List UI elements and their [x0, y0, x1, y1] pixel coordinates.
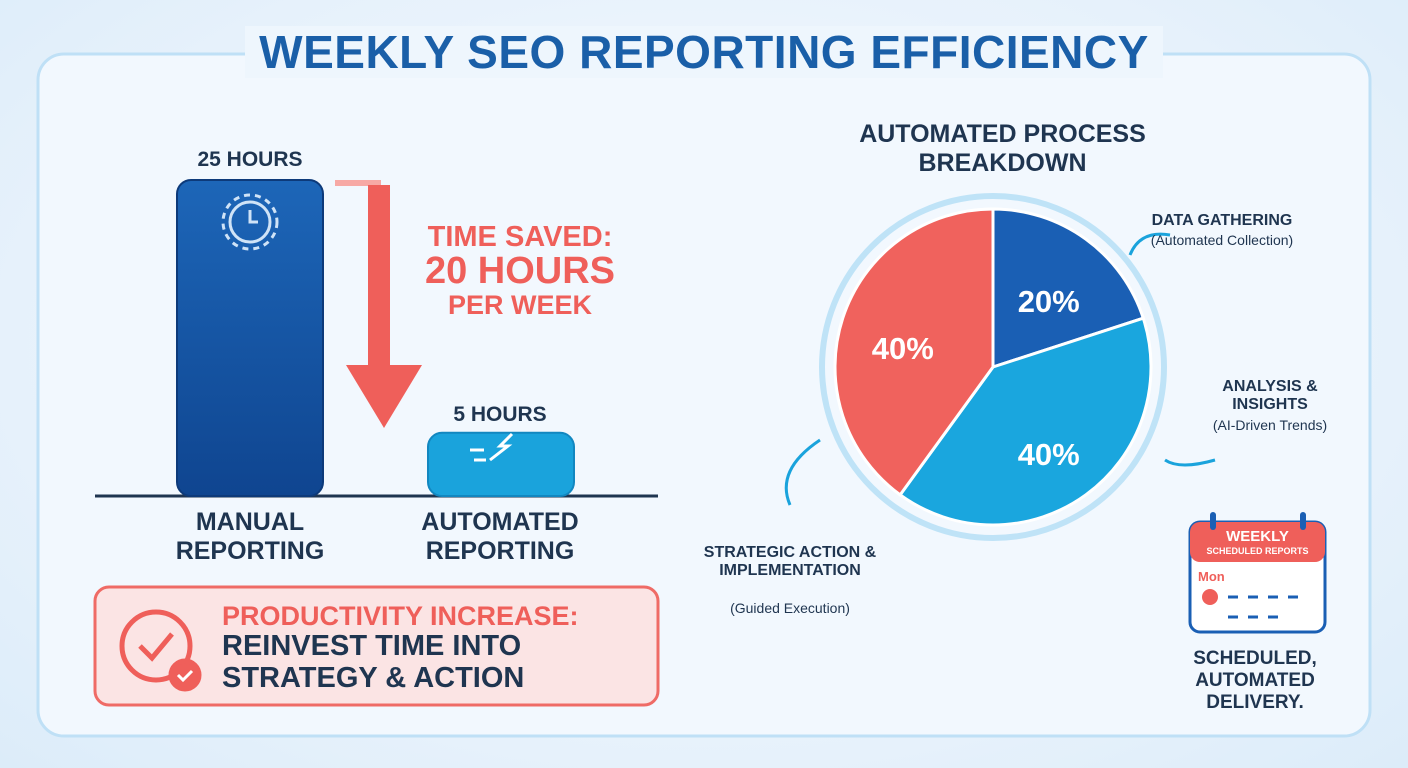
pie-slice [898, 316, 1153, 527]
annotation-amount: 20 HOURS [424, 250, 616, 292]
pie-slice [833, 207, 995, 497]
arrow [335, 180, 422, 428]
category-label: MANUAL REPORTING [175, 508, 325, 565]
bolt-icon [470, 432, 514, 462]
calendar-day: Mon [1198, 569, 1225, 584]
legend-note: (Automated Collection) [1150, 232, 1294, 248]
productivity-heading: PRODUCTIVITY INCREASE: [222, 601, 579, 631]
value-label: 25 HOURS [197, 148, 303, 171]
gear-icon [221, 193, 279, 251]
slice-label: 20% [1017, 283, 1080, 319]
calendar-subheader: SCHEDULED REPORTS [1206, 546, 1309, 556]
calendar-header: WEEKLY [1226, 528, 1289, 545]
legend-note: (AI-Driven Trends) [1212, 417, 1328, 433]
category-label: AUTOMATED REPORTING [421, 508, 579, 565]
legend-label: DATA GATHERING [1151, 212, 1293, 229]
pie-title: AUTOMATED PROCESS BREAKDOWN [859, 120, 1146, 177]
clock-icon [119, 609, 202, 692]
legend-label: ANALYSIS & INSIGHTS [1222, 378, 1318, 414]
value-label: 5 HOURS [453, 403, 547, 426]
pie-slice [991, 207, 1146, 370]
calendar-caption: SCHEDULED, AUTOMATED DELIVERY. [1193, 648, 1317, 713]
bar [427, 431, 575, 497]
slice-label: 40% [871, 331, 934, 367]
productivity-box [93, 585, 660, 707]
legend-note: (Guided Execution) [730, 600, 850, 616]
connectors [784, 232, 1216, 506]
title-wrap: WEEKLY SEO REPORTING EFFICIENCY [0, 26, 1408, 79]
calendar-icon [1188, 512, 1327, 634]
annotation-period: PER WEEK [447, 290, 593, 320]
legend-label: STRATEGIC ACTION & IMPLEMENTATION [703, 544, 877, 580]
title: WEEKLY SEO REPORTING EFFICIENCY [245, 26, 1163, 78]
annotation-heading: TIME SAVED: [427, 221, 613, 253]
bar [176, 179, 324, 497]
productivity-text: REINVEST TIME INTO STRATEGY & ACTION [222, 630, 525, 694]
slice-label: 40% [1017, 437, 1080, 473]
pie-ring [819, 193, 1167, 541]
